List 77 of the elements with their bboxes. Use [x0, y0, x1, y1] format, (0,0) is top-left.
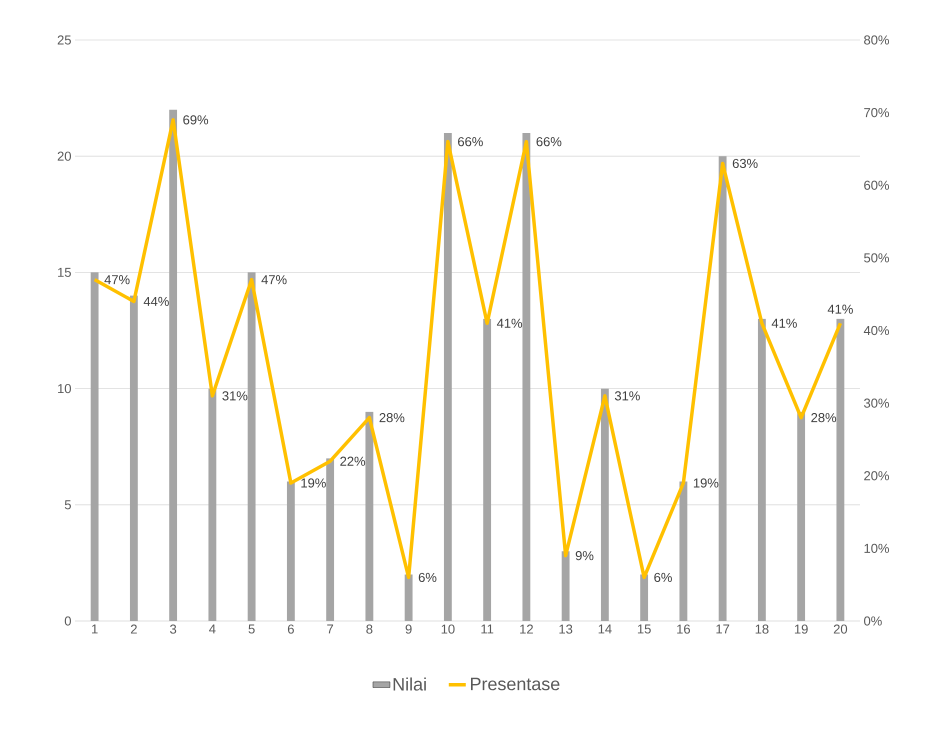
y2-tick-label: 40% — [864, 326, 889, 336]
y2-tick-label: 50% — [864, 253, 889, 262]
y2-tick-label: 0% — [864, 616, 882, 626]
x-tick-label: 7 — [327, 624, 334, 634]
data-label: 44% — [144, 296, 169, 306]
x-tick-label: 10 — [442, 624, 455, 634]
data-label: 66% — [458, 137, 483, 146]
data-label: 66% — [536, 137, 562, 146]
data-label: 41% — [772, 318, 797, 328]
y-tick-label: 20 — [58, 152, 71, 161]
bar — [640, 574, 648, 621]
bar — [679, 482, 688, 621]
y-tick-label: 15 — [58, 268, 71, 277]
legend-label: Presentase — [470, 678, 560, 690]
y2-tick-label: 30% — [864, 398, 889, 408]
data-label: 47% — [261, 275, 287, 284]
data-label: 31% — [614, 391, 640, 400]
data-label: 41% — [828, 304, 853, 314]
y2-tick-label: 60% — [864, 180, 889, 190]
y2-tick-label: 70% — [864, 108, 889, 118]
x-tick-label: 11 — [481, 624, 494, 634]
x-tick-label: 1 — [92, 624, 98, 634]
x-tick-label: 3 — [170, 624, 176, 634]
data-label: 6% — [418, 572, 436, 582]
data-label: 28% — [811, 413, 836, 422]
x-tick-label: 14 — [598, 624, 612, 634]
y-tick-label: 0 — [64, 616, 71, 626]
x-tick-label: 18 — [756, 624, 769, 634]
x-tick-label: 6 — [288, 624, 294, 634]
bar — [404, 574, 413, 621]
data-label: 63% — [732, 158, 758, 168]
legend-label: Nilai — [394, 677, 426, 691]
bar — [444, 132, 452, 621]
x-tick-label: 12 — [520, 624, 533, 634]
data-label: 22% — [340, 456, 366, 466]
bar — [248, 272, 256, 621]
x-tick-label: 8 — [366, 624, 372, 634]
bar — [562, 551, 570, 621]
bar — [836, 318, 844, 621]
data-label: 47% — [104, 275, 130, 284]
x-tick-label: 2 — [130, 624, 137, 634]
data-label: 41% — [496, 318, 522, 328]
data-label: 31% — [222, 391, 248, 400]
bar — [522, 132, 530, 621]
bar — [483, 318, 492, 621]
data-label: 28% — [380, 413, 404, 422]
bar — [90, 272, 99, 621]
y-tick-label: 5 — [64, 500, 71, 510]
bar — [169, 110, 178, 621]
bar — [286, 482, 295, 621]
y2-tick-label: 80% — [864, 35, 889, 45]
bar — [365, 412, 374, 621]
bar — [718, 156, 727, 621]
data-label: 19% — [694, 478, 718, 488]
data-label: 9% — [576, 551, 594, 560]
x-tick-label: 19 — [794, 624, 808, 634]
bar — [208, 388, 216, 621]
x-tick-label: 5 — [248, 624, 255, 634]
x-tick-label: 9 — [406, 624, 412, 634]
bar — [600, 388, 609, 621]
data-label: 6% — [654, 572, 672, 582]
y-tick-label: 10 — [58, 384, 71, 394]
data-label: 69% — [183, 115, 208, 124]
x-tick-label: 4 — [209, 624, 216, 634]
bar — [130, 296, 138, 621]
bar — [758, 318, 766, 621]
data-label: 19% — [301, 478, 326, 488]
x-tick-label: 17 — [716, 624, 730, 634]
y2-tick-label: 10% — [864, 544, 889, 553]
bar — [326, 458, 334, 621]
y2-tick-label: 20% — [864, 471, 889, 480]
x-tick-label: 16 — [677, 624, 690, 634]
x-tick-label: 20 — [834, 624, 848, 634]
y-tick-label: 25 — [58, 35, 71, 45]
bar — [797, 412, 806, 621]
x-tick-label: 13 — [559, 624, 572, 634]
x-tick-label: 15 — [638, 624, 651, 634]
